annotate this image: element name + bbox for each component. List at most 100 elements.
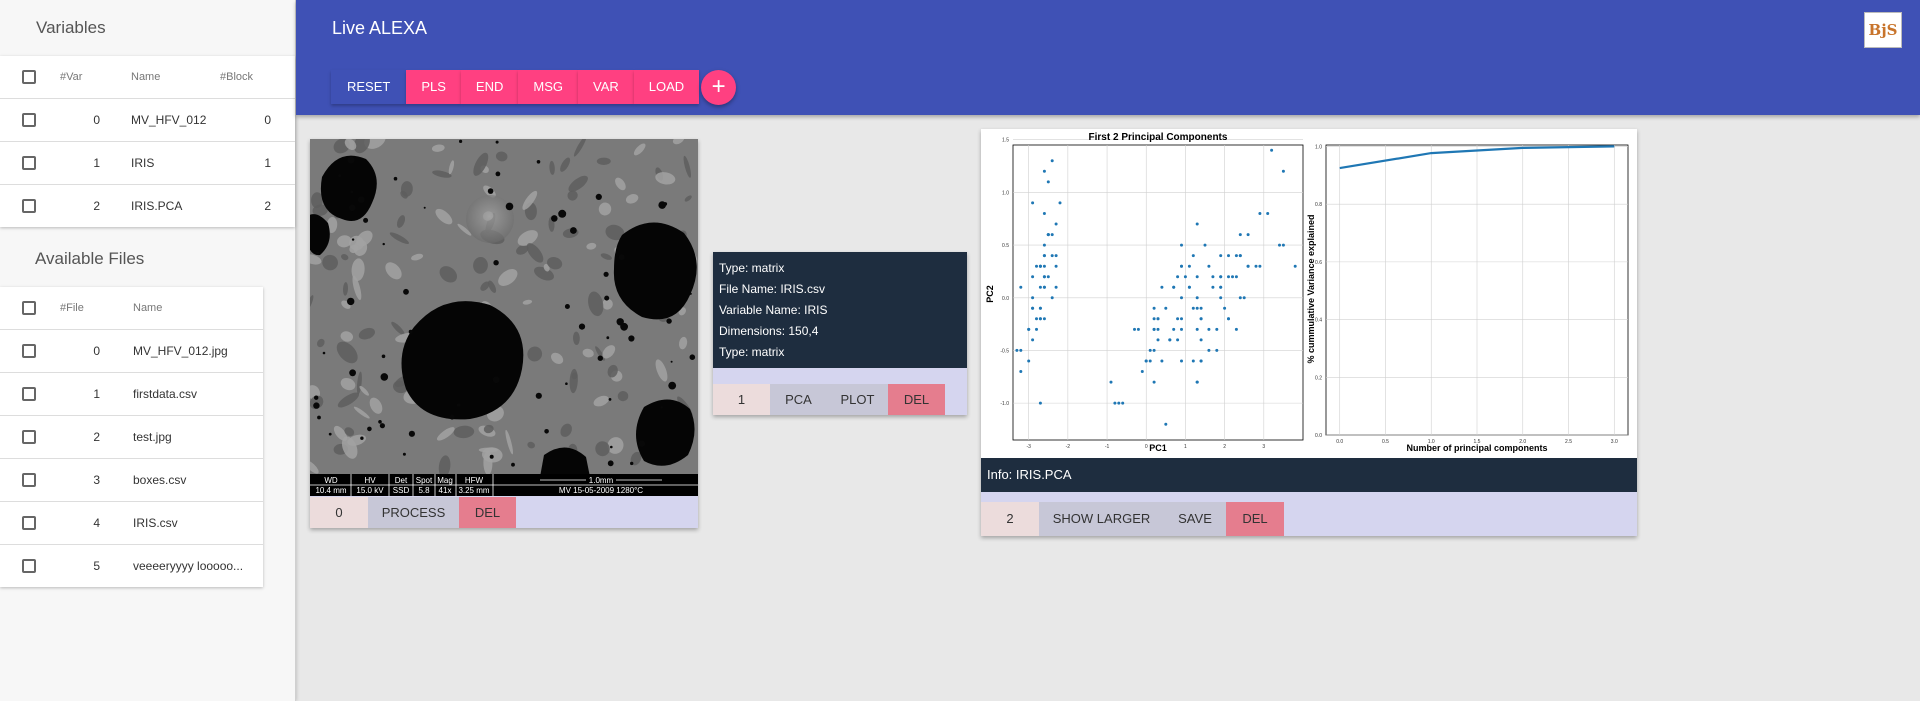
block-id-button[interactable]: 0 <box>310 497 368 528</box>
scatter-point <box>1042 264 1046 268</box>
load-button[interactable]: LOAD <box>633 70 700 104</box>
scatter-point <box>1164 306 1168 310</box>
column-header[interactable]: #File <box>60 287 100 330</box>
row-checkbox[interactable] <box>22 472 36 487</box>
block-id-button[interactable]: 1 <box>713 384 770 415</box>
scatter-point <box>1038 306 1042 310</box>
var-number: 1 <box>60 141 100 185</box>
scatter-point <box>1180 359 1183 363</box>
table-row[interactable]: 2 IRIS.PCA 2 <box>0 184 295 227</box>
delete-button[interactable]: DEL <box>1226 502 1284 536</box>
y-tick-label: 0.2 <box>1315 375 1322 381</box>
msg-button[interactable]: MSG <box>518 70 578 104</box>
row-checkbox[interactable] <box>22 386 36 401</box>
scatter-point <box>1160 285 1164 289</box>
pls-button[interactable]: PLS <box>406 70 461 104</box>
table-row[interactable]: 0 MV_HFV_012.jpg <box>0 329 263 373</box>
reset-button[interactable]: RESET <box>331 70 407 104</box>
x-tick-label: 0.5 <box>1382 439 1389 445</box>
row-checkbox[interactable] <box>22 429 36 444</box>
end-button[interactable]: END <box>460 70 519 104</box>
table-row[interactable]: 2 test.jpg <box>0 415 263 459</box>
process-button[interactable]: PROCESS <box>368 497 459 528</box>
scatter-point <box>1031 306 1035 310</box>
scatter-point <box>1156 327 1160 331</box>
table-header-row: #Var Name #Block <box>0 56 295 99</box>
scatter-ylabel: PC2 <box>985 285 995 303</box>
scatter-point <box>1168 338 1172 342</box>
table-row[interactable]: 1 IRIS 1 <box>0 141 295 185</box>
scatter-point <box>1191 359 1195 363</box>
add-button[interactable]: + <box>701 69 737 105</box>
var-name: IRIS <box>100 141 220 185</box>
checkbox-cell <box>0 184 60 227</box>
scatter-point <box>1054 254 1058 258</box>
row-checkbox[interactable] <box>22 515 36 530</box>
column-header[interactable]: #Var <box>60 56 100 99</box>
row-checkbox[interactable] <box>22 112 36 127</box>
column-header[interactable]: Name <box>100 287 263 330</box>
scatter-point <box>1180 296 1183 300</box>
table-row[interactable]: 1 firstdata.csv <box>0 372 263 416</box>
select-all-variables-checkbox[interactable] <box>22 69 36 84</box>
select-all-files-checkbox[interactable] <box>22 300 36 315</box>
delete-button[interactable]: DEL <box>459 497 516 528</box>
info-header: Spot <box>416 476 433 485</box>
var-block: 0 <box>220 98 295 142</box>
row-checkbox[interactable] <box>22 199 36 214</box>
scatter-point <box>1117 401 1121 405</box>
plot-button[interactable]: PLOT <box>827 384 888 415</box>
file-name: IRIS.csv <box>100 501 263 545</box>
row-checkbox[interactable] <box>22 155 36 170</box>
scatter-point <box>1031 338 1035 342</box>
scatter-point <box>1258 264 1262 268</box>
scatter-point <box>1172 327 1176 331</box>
delete-button[interactable]: DEL <box>888 384 945 415</box>
table-row[interactable]: 5 veeeeryyyy looooo... <box>0 544 263 587</box>
info-value: 10.4 mm <box>315 486 346 495</box>
x-tick-label: 1.5 <box>1474 439 1481 445</box>
plot-info-strip: Info: IRIS.PCA <box>981 458 1637 492</box>
scatter-point <box>1207 348 1211 352</box>
info-dimensions: Dimensions: 150,4 <box>719 324 819 338</box>
column-header[interactable]: #Block <box>220 56 295 99</box>
scatter-point <box>1031 296 1035 300</box>
scatter-point <box>1191 306 1195 310</box>
table-row[interactable]: 0 MV_HFV_012 0 <box>0 98 295 142</box>
scatter-point <box>1207 264 1211 268</box>
info-header: WD <box>324 476 338 485</box>
scatter-point <box>1195 275 1199 279</box>
save-button[interactable]: SAVE <box>1164 502 1226 536</box>
scatter-point <box>1038 317 1042 321</box>
info-type: Type: matrix <box>719 261 785 275</box>
pca-button[interactable]: PCA <box>770 384 827 415</box>
column-header[interactable]: Name <box>100 56 220 99</box>
scatter-point <box>1133 327 1136 331</box>
pca-plot-card: -3 -2 -1 0 1 2 3 -1.0 -0.5 0.0 0.5 1.0 1.5 First 2 Pr… <box>981 129 1637 536</box>
table-row[interactable]: 3 boxes.csv <box>0 458 263 502</box>
show-larger-button[interactable]: SHOW LARGER <box>1039 502 1164 536</box>
block-id-button[interactable]: 2 <box>981 502 1039 536</box>
row-checkbox[interactable] <box>22 559 36 574</box>
var-button[interactable]: VAR <box>578 70 634 104</box>
table-row[interactable]: 4 IRIS.csv <box>0 501 263 545</box>
x-tick-label: 3.0 <box>1611 439 1618 445</box>
scatter-point <box>1176 275 1180 279</box>
row-checkbox[interactable] <box>22 343 36 358</box>
info-value: 41x <box>439 486 452 495</box>
checkbox-cell <box>0 98 60 142</box>
scatter-point <box>1054 264 1058 268</box>
checkbox-cell <box>0 372 60 416</box>
scatter-point <box>1215 348 1219 352</box>
bjs-logo[interactable]: BjS <box>1864 12 1902 48</box>
scatter-point <box>1042 285 1046 289</box>
y-tick-label: 1.0 <box>1315 144 1322 150</box>
scatter-point <box>1234 327 1238 331</box>
scatter-point <box>1019 285 1023 289</box>
table-header-row: #File Name <box>0 287 263 330</box>
x-tick-label: -1 <box>1105 444 1110 450</box>
scatter-point <box>1281 169 1285 173</box>
file-number: 1 <box>60 372 100 416</box>
file-number: 3 <box>60 458 100 502</box>
var-number: 0 <box>60 98 100 142</box>
